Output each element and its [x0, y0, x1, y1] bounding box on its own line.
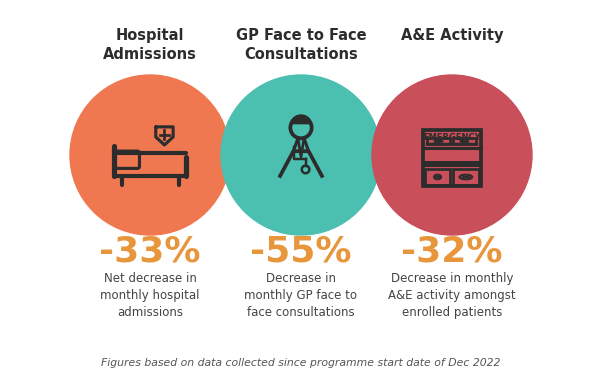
- Text: GP Face to Face
Consultations: GP Face to Face Consultations: [236, 28, 366, 61]
- Bar: [453, 139, 476, 144]
- Bar: [427, 139, 450, 144]
- Text: A&E Activity: A&E Activity: [401, 28, 503, 43]
- Text: -32%: -32%: [402, 235, 503, 269]
- Text: Decrease in monthly
A&E activity amongst
enrolled patients: Decrease in monthly A&E activity amongst…: [388, 272, 516, 319]
- Circle shape: [70, 75, 230, 235]
- Circle shape: [221, 75, 381, 235]
- Text: Hospital
Admissions: Hospital Admissions: [103, 28, 197, 61]
- Text: Decrease in
monthly GP face to
face consultations: Decrease in monthly GP face to face cons…: [244, 272, 358, 319]
- Text: EMERGENCY: EMERGENCY: [423, 132, 481, 142]
- Text: -33%: -33%: [99, 235, 200, 269]
- Polygon shape: [290, 115, 312, 126]
- Bar: [425, 169, 450, 185]
- Bar: [423, 131, 482, 185]
- Bar: [423, 161, 482, 167]
- Text: Net decrease in
monthly hospital
admissions: Net decrease in monthly hospital admissi…: [101, 272, 200, 319]
- Text: -55%: -55%: [250, 235, 352, 269]
- Bar: [453, 169, 479, 185]
- Circle shape: [372, 75, 532, 235]
- Text: Figures based on data collected since programme start date of Dec 2022: Figures based on data collected since pr…: [101, 358, 501, 368]
